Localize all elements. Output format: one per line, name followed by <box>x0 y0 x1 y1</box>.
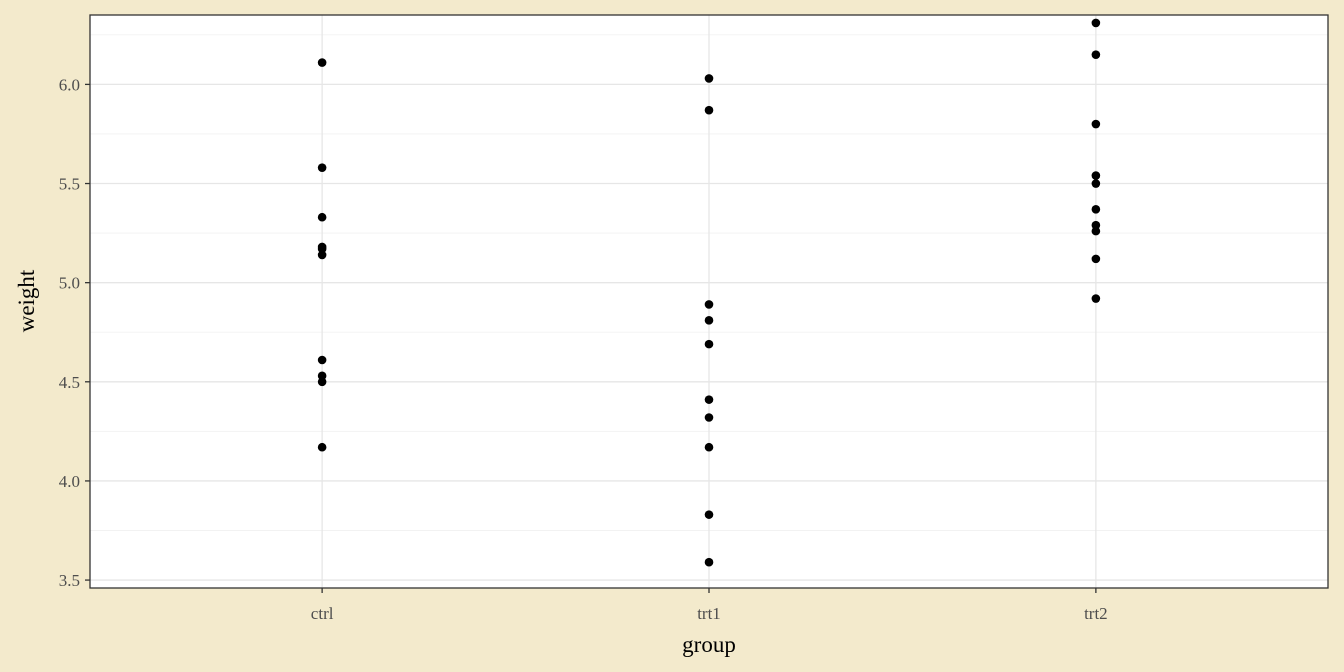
y-tick-label: 3.5 <box>59 571 80 590</box>
data-point-trt2-20 <box>1091 18 1101 28</box>
x-axis: ctrl trt1 trt2 <box>311 588 1108 623</box>
y-tick-label: 6.0 <box>59 75 80 94</box>
data-points <box>317 18 1101 567</box>
data-point-trt2-25 <box>1091 220 1101 230</box>
y-tick-label: 4.5 <box>59 373 80 392</box>
data-point-trt2-23 <box>1091 179 1101 188</box>
data-point-trt2-29 <box>1091 226 1101 236</box>
x-tick-label: trt2 <box>1084 604 1108 623</box>
data-point-ctrl-6 <box>317 244 327 254</box>
y-tick-label: 4.0 <box>59 472 80 491</box>
data-point-trt2-24 <box>1091 205 1101 214</box>
data-point-trt1-18 <box>704 413 714 422</box>
data-point-ctrl-8 <box>317 212 327 222</box>
data-point-trt1-16 <box>704 74 714 83</box>
data-point-trt1-12 <box>704 395 714 404</box>
y-axis: 3.5 4.0 4.5 5.0 5.5 6.0 <box>59 75 90 590</box>
data-point-trt2-22 <box>1091 171 1101 180</box>
major-gridlines <box>90 15 1328 588</box>
data-point-trt1-19 <box>704 339 714 349</box>
y-axis-title: weight <box>14 269 39 332</box>
x-tick-label: trt1 <box>697 604 721 623</box>
data-point-ctrl-3 <box>317 58 327 67</box>
data-point-trt1-14 <box>704 105 714 115</box>
data-point-trt1-10 <box>704 316 714 325</box>
data-point-trt2-28 <box>1091 119 1101 129</box>
x-tick-label: ctrl <box>311 604 334 623</box>
data-point-trt2-27 <box>1091 50 1101 59</box>
data-point-trt2-26 <box>1091 294 1101 303</box>
data-point-trt1-17 <box>704 300 714 309</box>
x-axis-title: group <box>682 632 736 657</box>
data-point-trt1-13 <box>704 557 714 567</box>
data-point-ctrl-7 <box>317 371 327 381</box>
data-point-ctrl-1 <box>317 163 327 172</box>
y-tick-label: 5.0 <box>59 274 80 293</box>
data-point-ctrl-0 <box>317 442 327 452</box>
y-tick-label: 5.5 <box>59 175 80 194</box>
data-point-ctrl-9 <box>317 250 327 260</box>
data-point-trt1-11 <box>704 442 714 452</box>
data-point-ctrl-4 <box>317 377 327 387</box>
data-point-trt2-21 <box>1091 254 1101 264</box>
data-point-trt1-15 <box>704 510 714 519</box>
data-point-ctrl-5 <box>317 355 327 365</box>
